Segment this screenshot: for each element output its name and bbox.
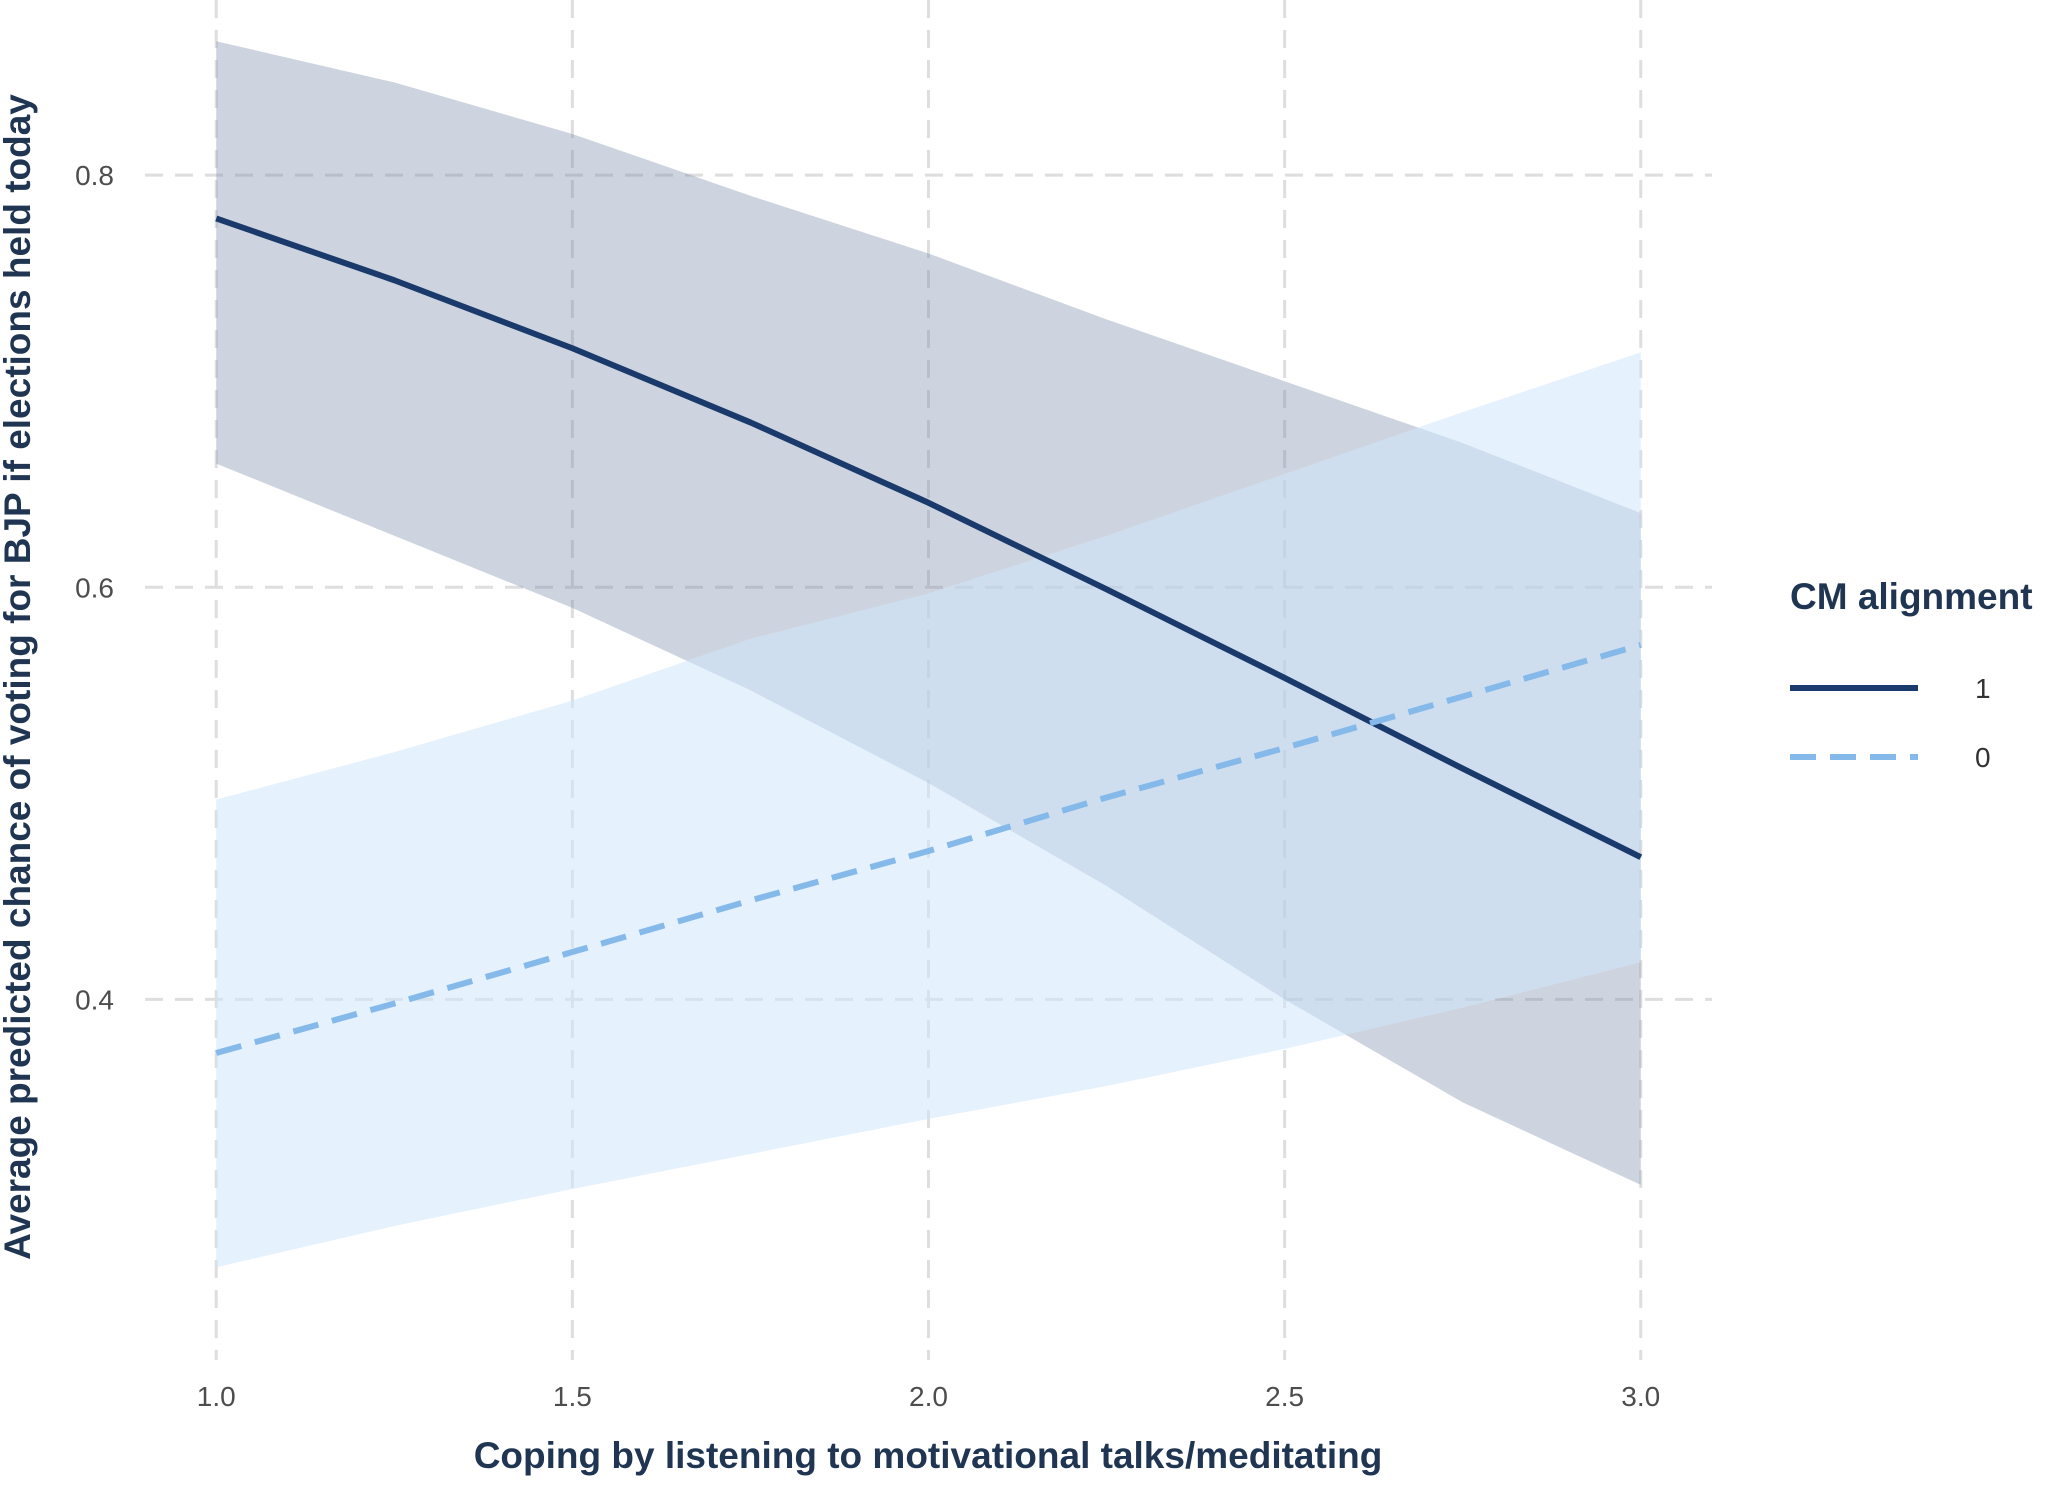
legend-label-0: 0	[1975, 742, 1991, 773]
legend-title: CM alignment	[1790, 576, 2033, 617]
series-line-1	[215, 215, 1643, 860]
x-tick-label: 1.0	[197, 1381, 236, 1412]
legend: CM alignment 1 0	[1790, 576, 2033, 773]
x-axis-title: Coping by listening to motivational talk…	[474, 1435, 1383, 1476]
confidence-ribbon-0	[216, 352, 1641, 1268]
legend-label-1: 1	[1975, 673, 1991, 704]
axis-ticks: 1.0 1.5 2.0 2.5 3.0 0.4 0.6 0.8	[75, 160, 1660, 1412]
y-axis-title: Average predicted chance of voting for B…	[0, 94, 38, 1260]
y-tick-label: 0.4	[75, 984, 114, 1015]
x-tick-label: 2.0	[909, 1381, 948, 1412]
confidence-ribbons	[216, 41, 1641, 1268]
x-tick-label: 2.5	[1265, 1381, 1304, 1412]
y-tick-label: 0.6	[75, 572, 114, 603]
series-lines	[215, 215, 1643, 1056]
series-line-0	[215, 642, 1642, 1056]
x-tick-label: 3.0	[1621, 1381, 1660, 1412]
x-tick-label: 1.5	[553, 1381, 592, 1412]
y-tick-label: 0.8	[75, 160, 114, 191]
